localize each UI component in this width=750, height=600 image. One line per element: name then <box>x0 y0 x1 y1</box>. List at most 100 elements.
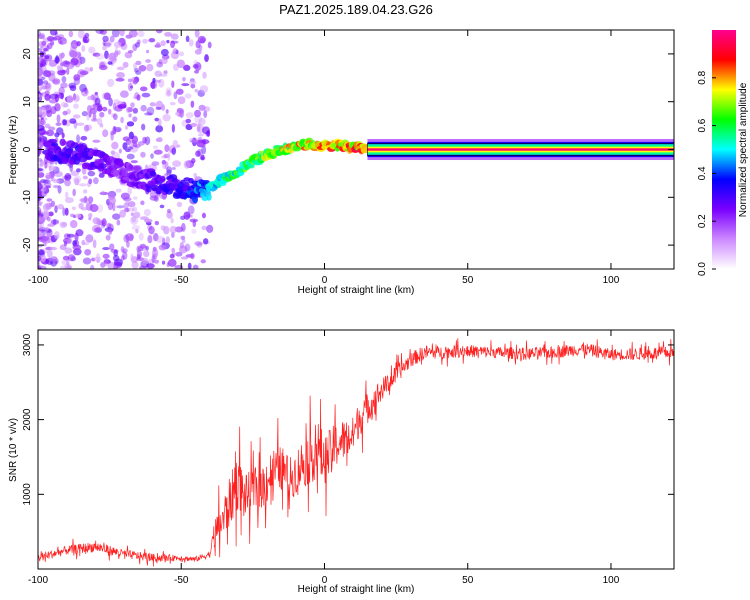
heatmap-noise-cell <box>89 204 99 213</box>
heatmap-noise-cell <box>164 31 173 37</box>
heatmap-noise-cell <box>190 100 195 108</box>
heatmap-noise-cell <box>74 213 82 218</box>
x-tick-label: -50 <box>174 575 189 586</box>
heatmap-noise-cell <box>115 188 122 193</box>
heatmap-noise-cell <box>70 40 79 49</box>
heatmap-noise-cell <box>45 71 52 78</box>
heatmap-noise-cell <box>155 106 162 111</box>
heatmap-noise-cell <box>64 197 74 204</box>
heatmap-noise-cell <box>96 105 103 112</box>
heatmap-noise-cell <box>107 61 113 65</box>
heatmap-noise-cell <box>79 56 86 65</box>
heatmap-noise-cell <box>194 30 200 38</box>
heatmap-noise-cell <box>81 87 89 97</box>
heatmap-noise-cell <box>46 129 55 137</box>
heatmap-noise-cell <box>110 54 118 64</box>
heatmap-noise-cell <box>38 210 42 217</box>
heatmap-noise-cell <box>90 94 95 101</box>
heatmap-noise-cell <box>183 160 190 169</box>
heatmap-noise-cell <box>133 196 138 200</box>
heatmap-noise-cell <box>126 146 134 150</box>
heatmap-noise-cell <box>112 213 121 220</box>
heatmap-noise-cell <box>102 92 110 100</box>
heatmap-noise-cell <box>40 59 47 67</box>
heatmap-noise-cell <box>73 175 82 183</box>
heatmap-noise-cell <box>134 68 139 73</box>
heatmap-noise-cell <box>96 253 101 261</box>
heatmap-noise-cell <box>126 239 130 248</box>
heatmap-noise-cell <box>39 159 45 167</box>
heatmap-noise-cell <box>69 44 78 49</box>
heatmap-noise-cell <box>94 97 101 106</box>
heatmap-noise-cell <box>193 70 199 74</box>
heatmap-noise-cell <box>38 168 44 172</box>
heatmap-noise-cell <box>146 106 155 116</box>
heatmap-noise-cell <box>190 252 195 260</box>
heatmap-noise-cell <box>122 61 129 68</box>
heatmap-noise-cell <box>64 247 73 254</box>
heatmap-noise-cell <box>184 64 189 70</box>
heatmap-noise-cell <box>73 103 79 109</box>
heatmap-noise-cell <box>102 246 110 251</box>
heatmap-noise-cell <box>70 213 75 218</box>
heatmap-noise-cell <box>53 170 63 178</box>
heatmap-noise-cell <box>79 198 88 202</box>
heatmap-noise-cell <box>171 247 175 253</box>
heatmap-layer <box>38 30 674 269</box>
heatmap-noise-cell <box>103 92 111 101</box>
x-tick-label: 100 <box>603 575 620 586</box>
heatmap-noise-cell <box>53 184 60 189</box>
heatmap-noise-cell <box>154 259 160 264</box>
heatmap-carrier-band <box>367 148 674 151</box>
heatmap-noise-cell <box>155 125 164 133</box>
heatmap-noise-cell <box>154 220 160 226</box>
heatmap-ridge-cell <box>206 193 212 201</box>
heatmap-noise-cell <box>39 58 48 68</box>
heatmap-noise-cell <box>160 40 166 47</box>
heatmap-noise-cell <box>72 114 81 119</box>
heatmap-noise-cell <box>190 139 199 143</box>
heatmap-noise-cell <box>49 246 58 251</box>
heatmap-noise-cell <box>193 172 198 179</box>
heatmap-noise-cell <box>181 83 190 87</box>
heatmap-noise-cell <box>38 197 41 202</box>
heatmap-noise-cell <box>198 133 204 137</box>
heatmap-noise-cell <box>163 226 170 235</box>
heatmap-noise-cell <box>123 234 130 243</box>
heatmap-noise-cell <box>49 93 59 100</box>
heatmap-noise-cell <box>167 258 177 267</box>
heatmap-noise-cell <box>145 59 152 63</box>
heatmap-noise-cell <box>115 77 125 82</box>
heatmap-noise-cell <box>171 147 177 155</box>
heatmap-noise-cell <box>200 156 206 161</box>
heatmap-noise-cell <box>165 236 170 245</box>
heatmap-noise-cell <box>89 107 97 115</box>
colorbar-tick-label: 0.2 <box>697 214 708 228</box>
heatmap-noise-cell <box>73 74 81 81</box>
heatmap-noise-cell <box>190 83 196 89</box>
heatmap-noise-cell <box>57 185 62 194</box>
heatmap-noise-cell <box>102 35 109 42</box>
heatmap-noise-cell <box>127 50 134 54</box>
heatmap-noise-cell <box>67 254 76 262</box>
heatmap-noise-cell <box>93 256 102 262</box>
heatmap-noise-cell <box>72 244 82 250</box>
heatmap-noise-cell <box>81 242 90 246</box>
heatmap-noise-cell <box>149 81 158 90</box>
heatmap-noise-cell <box>66 265 72 269</box>
heatmap-noise-cell <box>160 48 169 57</box>
snr-frame <box>37 329 675 570</box>
heatmap-noise-cell <box>176 144 181 148</box>
x-tick-label: 100 <box>603 275 620 286</box>
heatmap-noise-cell <box>117 128 121 132</box>
y-tick-label: 1000 <box>22 483 33 506</box>
heatmap-noise-cell <box>114 50 119 58</box>
heatmap-noise-cell <box>59 265 69 269</box>
heatmap-noise-cell <box>50 106 57 115</box>
heatmap-noise-cell <box>116 66 125 71</box>
heatmap-noise-cell <box>43 210 50 217</box>
heatmap-noise-cell <box>200 259 206 264</box>
heatmap-noise-cell <box>149 102 156 107</box>
heatmap-noise-cell <box>172 139 179 149</box>
heatmap-noise-cell <box>143 208 152 216</box>
